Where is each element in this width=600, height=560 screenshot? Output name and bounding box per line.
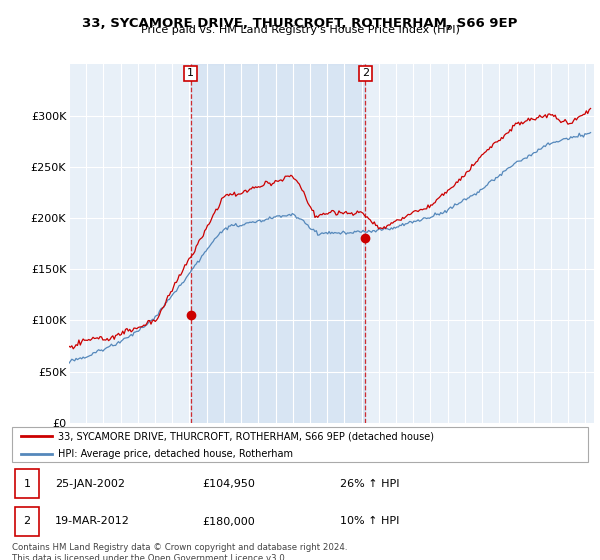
Text: £180,000: £180,000 xyxy=(202,516,255,526)
Text: 33, SYCAMORE DRIVE, THURCROFT, ROTHERHAM, S66 9EP: 33, SYCAMORE DRIVE, THURCROFT, ROTHERHAM… xyxy=(82,17,518,30)
FancyBboxPatch shape xyxy=(15,469,39,498)
Text: 26% ↑ HPI: 26% ↑ HPI xyxy=(340,479,400,489)
Text: HPI: Average price, detached house, Rotherham: HPI: Average price, detached house, Roth… xyxy=(58,449,293,459)
Text: 1: 1 xyxy=(187,68,194,78)
Text: 2: 2 xyxy=(362,68,369,78)
Bar xyxy=(191,64,365,423)
Text: 1: 1 xyxy=(23,479,31,489)
Text: £104,950: £104,950 xyxy=(202,479,255,489)
Text: 33, SYCAMORE DRIVE, THURCROFT, ROTHERHAM, S66 9EP (detached house): 33, SYCAMORE DRIVE, THURCROFT, ROTHERHAM… xyxy=(58,431,434,441)
Text: 19-MAR-2012: 19-MAR-2012 xyxy=(55,516,130,526)
FancyBboxPatch shape xyxy=(15,507,39,536)
FancyBboxPatch shape xyxy=(12,427,588,462)
Text: Contains HM Land Registry data © Crown copyright and database right 2024.
This d: Contains HM Land Registry data © Crown c… xyxy=(12,543,347,560)
Text: 10% ↑ HPI: 10% ↑ HPI xyxy=(340,516,400,526)
Text: Price paid vs. HM Land Registry's House Price Index (HPI): Price paid vs. HM Land Registry's House … xyxy=(140,25,460,35)
Text: 2: 2 xyxy=(23,516,31,526)
Text: 25-JAN-2002: 25-JAN-2002 xyxy=(55,479,125,489)
